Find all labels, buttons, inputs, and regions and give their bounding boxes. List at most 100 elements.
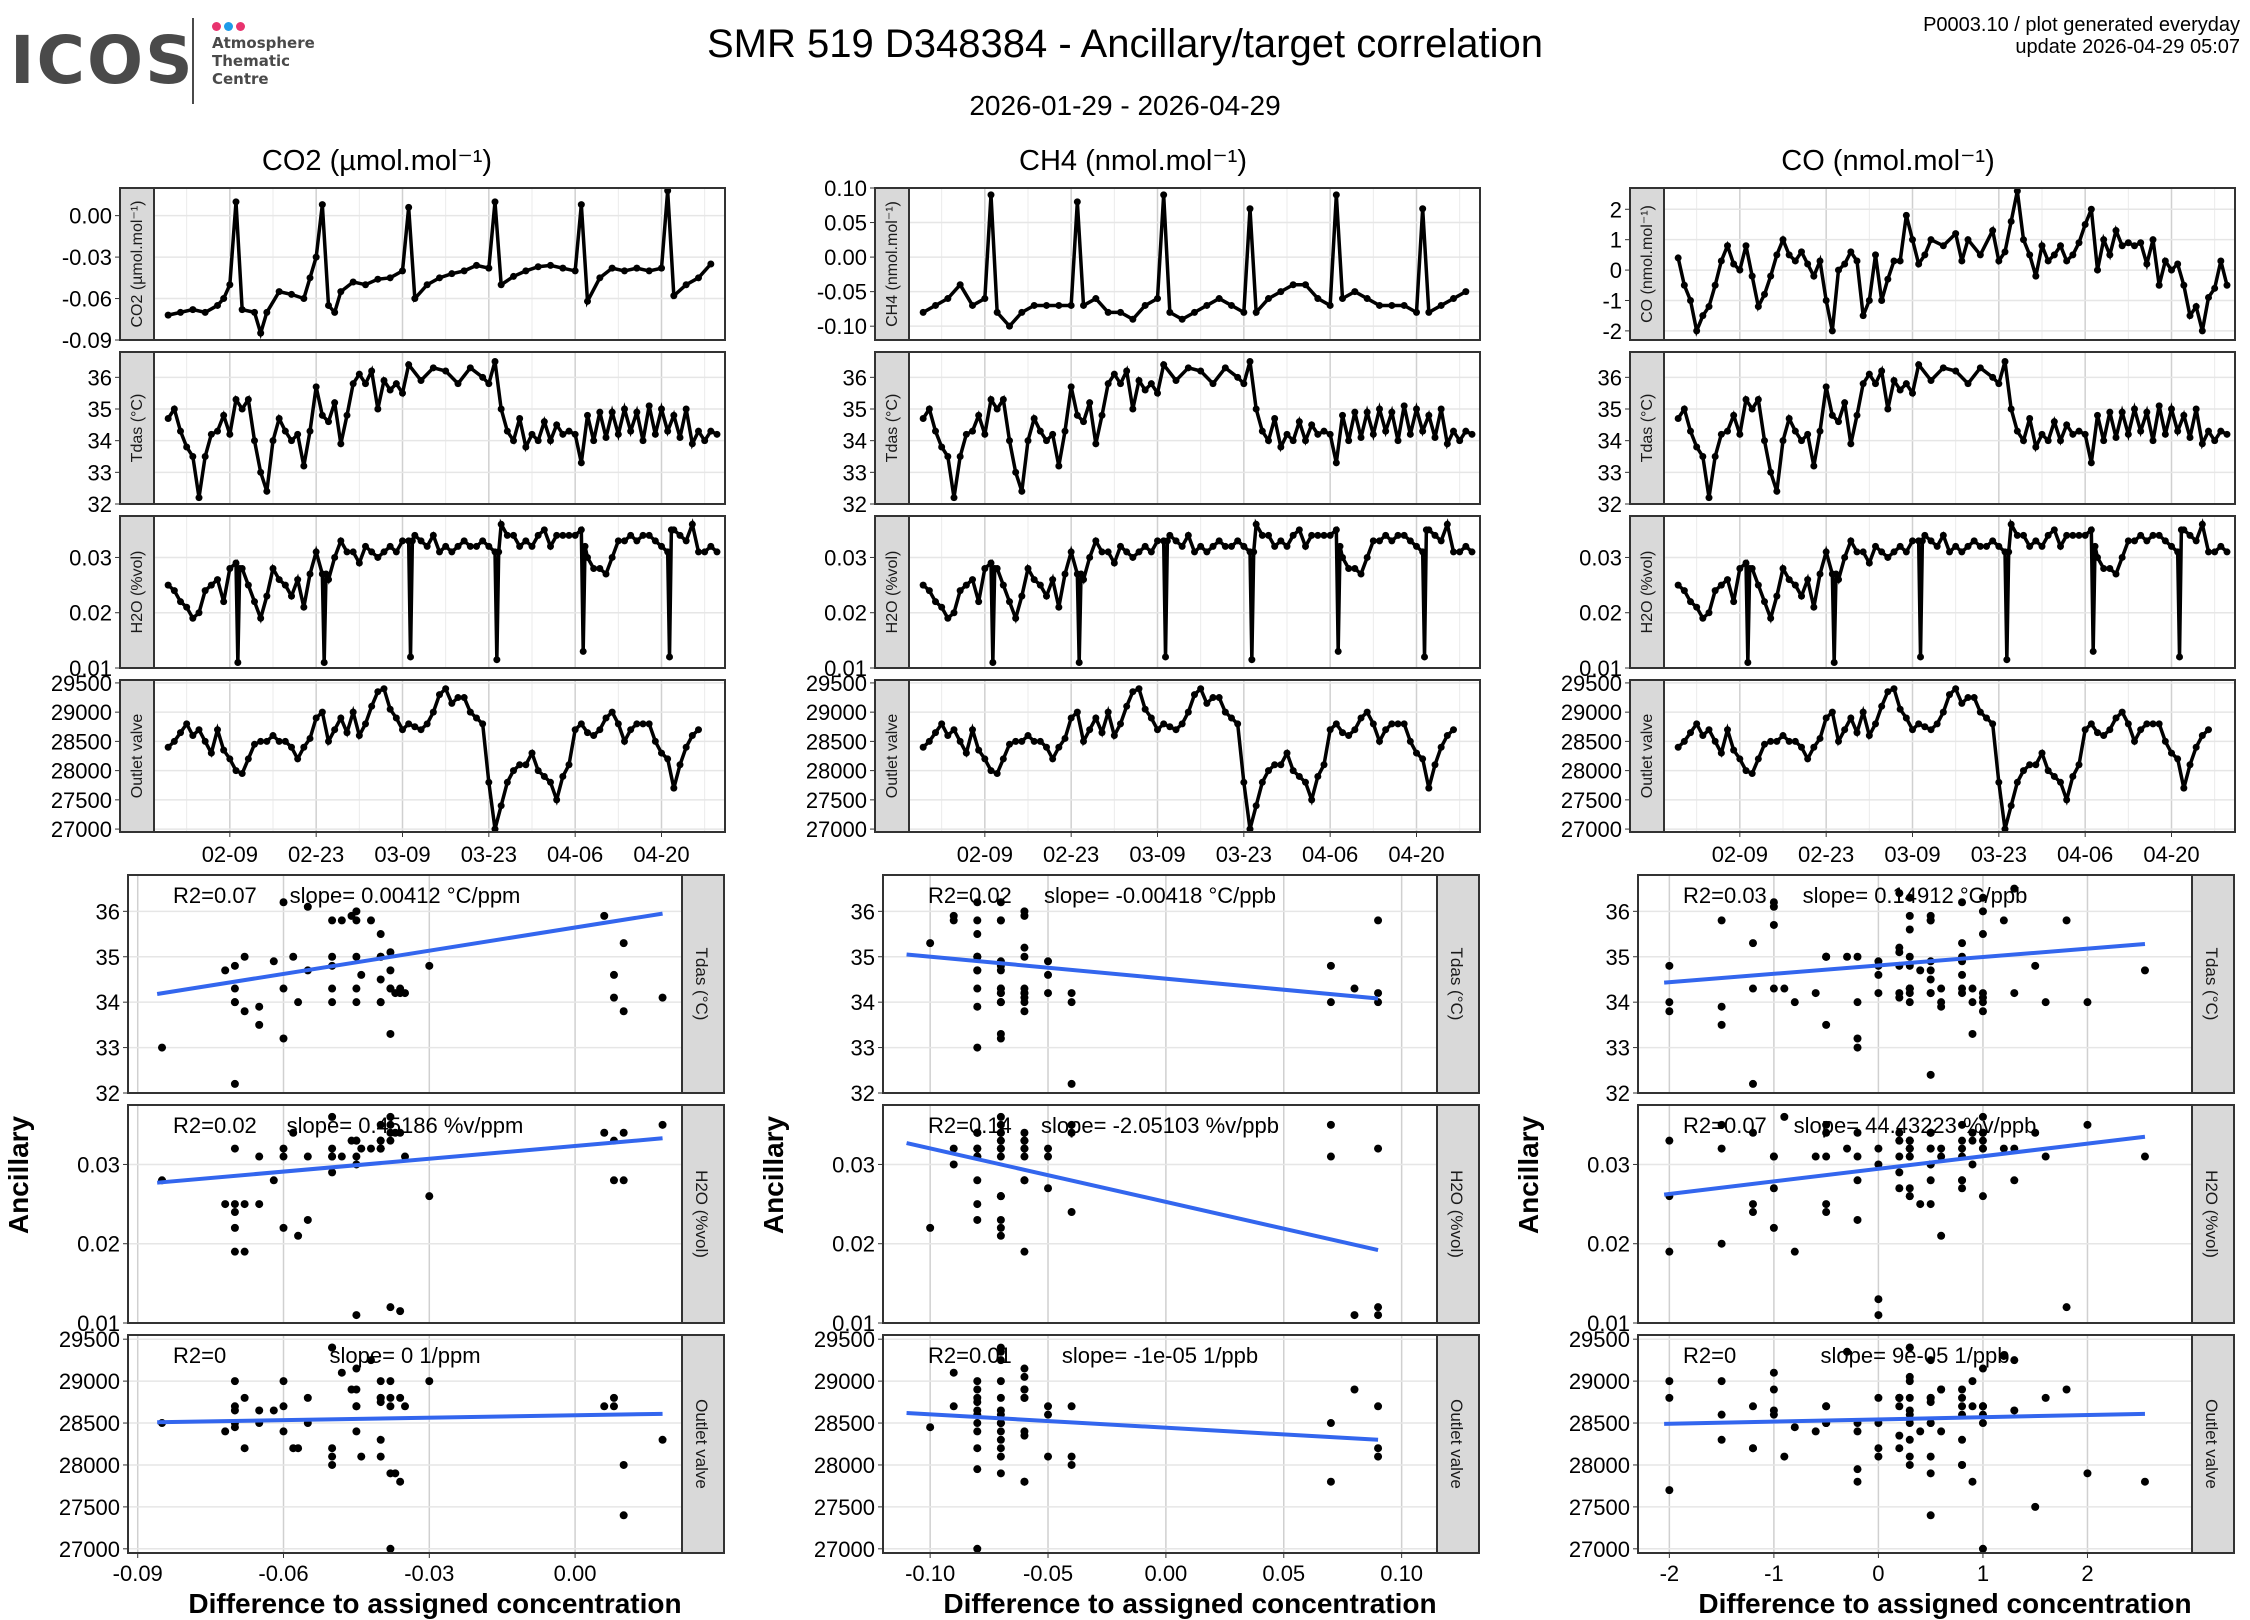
scatter-point (1968, 1477, 1977, 1486)
series-point (1326, 430, 1334, 438)
scatter-point (1895, 1393, 1904, 1402)
scatter-point (996, 916, 1005, 925)
scatter-point (425, 1192, 434, 1201)
series-point (1129, 315, 1137, 323)
series-point (1687, 427, 1694, 435)
scatter-point (352, 916, 361, 925)
series-point (2106, 408, 2114, 416)
series-point (2223, 430, 2231, 438)
scatter-point (230, 1223, 239, 1232)
scatter-point (1968, 1160, 1977, 1169)
scatter-point (303, 902, 312, 911)
scatter-point (240, 952, 249, 961)
series-point (220, 598, 228, 606)
series-point (1674, 254, 1682, 262)
strip-label: Outlet valve (129, 714, 146, 799)
series-point (2192, 537, 2200, 545)
series-point (1847, 714, 1855, 722)
y-tick-label: 0.03 (1587, 1152, 1630, 1177)
series-point (220, 295, 228, 303)
x-tick-label: 03-09 (1884, 842, 1940, 867)
series-point (1024, 437, 1032, 445)
strip-background (119, 351, 155, 505)
scatter-point (996, 1223, 1005, 1232)
strip-background (119, 515, 155, 669)
scatter-point (1978, 1112, 1987, 1121)
column-title: CH4 (nmol.mol⁻¹) (1019, 145, 1247, 177)
series-point (658, 542, 665, 550)
series-point (1915, 720, 1923, 728)
scatter-point (1748, 1208, 1757, 1217)
series-point (1326, 301, 1334, 309)
series-point (448, 699, 456, 707)
series-point (1450, 295, 1457, 303)
series-point (1964, 236, 1972, 244)
scatter-point (1905, 1343, 1914, 1352)
series-point (596, 274, 604, 282)
series-point (503, 778, 511, 786)
scatter-point (1853, 998, 1862, 1007)
scatter-point (1811, 1427, 1820, 1436)
series-point (1178, 720, 1186, 728)
series-point (2205, 293, 2212, 301)
series-point (374, 553, 382, 561)
scatter-point (1748, 1128, 1757, 1137)
series-point (1828, 708, 1836, 716)
series-point (510, 437, 517, 445)
series-point (1413, 308, 1420, 316)
scatter-point (1044, 989, 1053, 998)
y-tick-label: 27000 (814, 1537, 875, 1562)
scatter-point (1326, 1477, 1335, 1486)
scatter-point (2031, 1502, 2040, 1511)
series-point (1277, 288, 1285, 296)
series-point (1421, 653, 1429, 661)
series-point (1909, 236, 1916, 244)
scatter-point (1895, 948, 1904, 957)
series-point (2044, 437, 2052, 445)
series-point (1203, 548, 1211, 556)
series-point (1049, 576, 1057, 584)
series-point (294, 755, 302, 763)
series-point (201, 737, 209, 745)
series-point (2069, 531, 2077, 539)
y-tick-label: 36 (851, 899, 875, 924)
scatter-point (1769, 898, 1778, 907)
series-point (944, 732, 952, 740)
series-point (969, 427, 976, 435)
series-point (1456, 548, 1464, 556)
series-point (645, 267, 653, 275)
scatter-point (996, 1377, 1005, 1386)
series-point (1135, 685, 1143, 693)
series-point (670, 411, 678, 419)
series-point (547, 778, 554, 786)
series-point (337, 288, 345, 296)
series-point (322, 570, 330, 578)
y-tick-label: 29000 (59, 1369, 120, 1394)
scatter-point (1895, 1431, 1904, 1440)
series-point (2075, 239, 2083, 247)
series-point (1036, 737, 1044, 745)
scatter-point (1926, 1393, 1935, 1402)
series-point (2044, 767, 2052, 775)
series-point (932, 301, 939, 309)
scatter-point (996, 1029, 1005, 1038)
series-point (1061, 427, 1069, 435)
series-point (337, 440, 345, 448)
series-point (2149, 531, 2157, 539)
series-point (1896, 542, 1904, 550)
series-point (688, 520, 696, 528)
series-point (1024, 732, 1032, 740)
scatter-point (1020, 1385, 1029, 1394)
series-point (1295, 526, 1303, 534)
series-point (479, 720, 487, 728)
series-point (522, 537, 530, 545)
series-point (522, 761, 530, 769)
series-point (485, 778, 493, 786)
x-tick-label: -0.03 (404, 1561, 454, 1586)
scatter-point (328, 952, 337, 961)
series-point (1271, 542, 1279, 550)
series-point (559, 430, 567, 438)
series-point (579, 647, 587, 655)
series-point (1043, 592, 1050, 600)
series-point (2081, 220, 2089, 228)
